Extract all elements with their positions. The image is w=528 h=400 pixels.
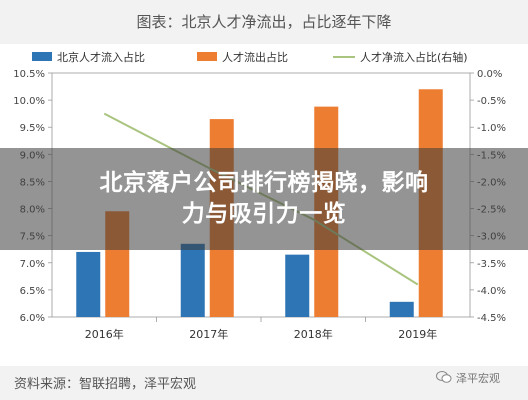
bar-inflow <box>285 254 310 317</box>
left-tick-label: 6.0% <box>20 313 45 324</box>
right-tick-label: -1.0% <box>477 123 506 134</box>
legend-label-outflow: 人才流出占比 <box>222 50 288 64</box>
watermark-text: 泽平宏观 <box>456 371 500 385</box>
legend-swatch-inflow <box>32 52 52 61</box>
legend-label-net: 人才净流入占比(右轴) <box>360 50 468 64</box>
bar-inflow <box>389 301 414 317</box>
left-tick-label: 7.0% <box>20 259 45 270</box>
headline-banner <box>0 148 528 250</box>
headline: 北京落户公司排行榜揭晓，影响 力与吸引力一览 <box>0 168 528 230</box>
title-band <box>0 0 528 44</box>
right-tick-label: -0.5% <box>477 96 506 107</box>
x-axis: 2016年 2017年 2018年 2019年 <box>85 317 437 341</box>
right-tick-label: -4.5% <box>477 313 506 324</box>
left-tick-label: 10.5% <box>13 69 45 80</box>
left-tick-label: 6.5% <box>20 286 45 297</box>
chart-title: 图表：北京人才净流出，占比逐年下降 <box>136 13 391 31</box>
x-tick-label: 2018年 <box>294 327 333 341</box>
bar-inflow <box>180 243 205 317</box>
right-tick-label: -3.5% <box>477 259 506 270</box>
headline-line-2: 力与吸引力一览 <box>181 201 347 227</box>
legend-swatch-outflow <box>197 52 217 61</box>
left-tick-label: 10.0% <box>13 96 45 107</box>
x-tick-label: 2016年 <box>85 327 124 341</box>
legend-label-inflow: 北京人才流入占比 <box>57 50 145 64</box>
source-note: 资料来源：智联招聘，泽平宏观 <box>14 377 196 392</box>
left-tick-label: 9.5% <box>20 123 45 134</box>
x-tick-label: 2019年 <box>398 327 437 341</box>
headline-line-1: 北京落户公司排行榜揭晓，影响 <box>99 170 429 196</box>
legend: 北京人才流入占比 人才流出占比 人才净流入占比(右轴) <box>32 50 468 64</box>
right-tick-label: 0.0% <box>477 69 502 80</box>
right-tick-label: -4.0% <box>477 286 506 297</box>
bar-inflow <box>76 251 101 317</box>
x-tick-label: 2017年 <box>189 327 228 341</box>
wechat-icon <box>436 371 452 383</box>
